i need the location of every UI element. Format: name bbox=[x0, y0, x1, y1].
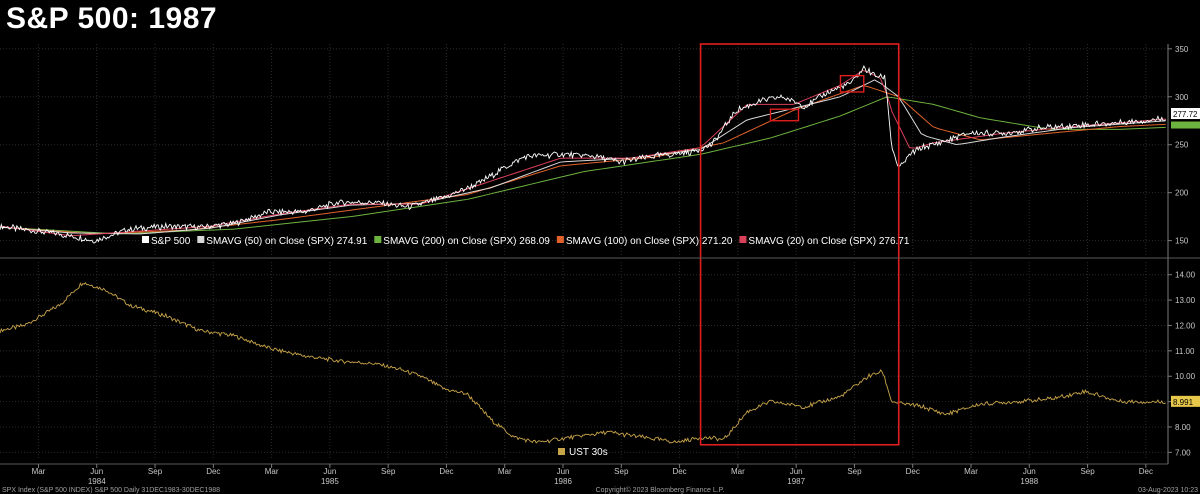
y-tick-label-lower: 14.00 bbox=[1175, 271, 1196, 280]
x-year-label: 1985 bbox=[321, 477, 339, 486]
grid-layer bbox=[0, 44, 1168, 460]
series-line-spx bbox=[0, 64, 1166, 244]
x-tick-label: Sep bbox=[614, 467, 629, 476]
x-tick-label: Sep bbox=[1080, 467, 1095, 476]
x-year-label: 1987 bbox=[787, 477, 805, 486]
legend-label-0: S&P 500 bbox=[151, 236, 191, 247]
series-line-sma100 bbox=[1, 85, 1166, 235]
x-tick-label: Dec bbox=[206, 467, 220, 476]
x-tick-label: Jun bbox=[1023, 467, 1036, 476]
last-value-spx-bg bbox=[1171, 108, 1200, 120]
x-tick-label: Jun bbox=[90, 467, 103, 476]
y-tick-label-lower: 10.00 bbox=[1175, 372, 1196, 381]
footer-left: SPX Index (S&P 500 INDEX) S&P 500 Daily … bbox=[2, 487, 220, 494]
legend-label-2: SMAVG (200) on Close (SPX) 268.09 bbox=[383, 236, 550, 247]
highlight-box-2 bbox=[839, 74, 865, 93]
x-tick-label: Mar bbox=[964, 467, 978, 476]
chart-title: S&P 500: 1987 bbox=[6, 2, 218, 35]
y-tick-label-upper: 250 bbox=[1175, 141, 1189, 150]
last-value-sma200-marker bbox=[1171, 121, 1200, 129]
x-tick-label: Dec bbox=[906, 467, 920, 476]
legend-label-3: SMAVG (100) on Close (SPX) 271.20 bbox=[566, 236, 733, 247]
footer-right: 03-Aug-2023 10:23 bbox=[1138, 487, 1198, 494]
highlight-box-0 bbox=[699, 43, 900, 446]
legend-label-1: SMAVG (50) on Close (SPX) 274.91 bbox=[206, 236, 367, 247]
x-year-label: 1986 bbox=[554, 477, 572, 486]
highlight-layer bbox=[699, 43, 900, 446]
footer-layer: SPX Index (S&P 500 INDEX) S&P 500 Daily … bbox=[2, 486, 1198, 494]
last-value-ust30-bg bbox=[1171, 395, 1200, 407]
x-year-label: 1984 bbox=[88, 477, 106, 486]
legend-label-4: SMAVG (20) on Close (SPX) 276.71 bbox=[748, 236, 909, 247]
x-tick-label: Sep bbox=[847, 467, 862, 476]
series-line-sma200 bbox=[1, 96, 1166, 235]
x-tick-label: Jun bbox=[790, 467, 803, 476]
y-tick-label-upper: 350 bbox=[1175, 45, 1189, 54]
x-tick-label: Jun bbox=[323, 467, 336, 476]
footer-center: Copyright© 2023 Bloomberg Finance L.P. bbox=[596, 486, 725, 494]
x-tick-label: Jun bbox=[557, 467, 570, 476]
legend-swatch-1 bbox=[197, 236, 205, 243]
series-line-sma50 bbox=[1, 79, 1166, 235]
series-line-ust30 bbox=[0, 282, 1166, 444]
x-year-label: 1988 bbox=[1020, 477, 1038, 486]
last-value-ust30: 8.991 bbox=[1173, 398, 1194, 407]
y-tick-label-lower: 7.00 bbox=[1175, 448, 1191, 457]
x-tick-label: Sep bbox=[148, 467, 163, 476]
y-tick-label-lower: 8.00 bbox=[1175, 423, 1191, 432]
legend-lower-label-0: UST 30s bbox=[569, 447, 608, 458]
legend-swatch-4 bbox=[739, 236, 747, 243]
x-tick-label: Mar bbox=[731, 467, 745, 476]
x-tick-label: Sep bbox=[381, 467, 396, 476]
series-line-sma20 bbox=[1, 69, 1166, 237]
x-tick-label: Mar bbox=[32, 467, 46, 476]
series-layer bbox=[0, 64, 1166, 444]
x-tick-label: Dec bbox=[672, 467, 686, 476]
y-tick-label-upper: 150 bbox=[1175, 237, 1189, 246]
legend-layer: S&P 500 SMAVG (50) on Close (SPX) 274.91 S… bbox=[142, 236, 910, 458]
y-tick-label-upper: 300 bbox=[1175, 93, 1189, 102]
legend-lower-swatch-0 bbox=[558, 448, 565, 455]
y-tick-label-lower: 11.00 bbox=[1175, 347, 1195, 356]
legend-swatch-2 bbox=[374, 236, 382, 243]
last-value-spx: 277.72 bbox=[1173, 110, 1198, 119]
x-tick-label: Dec bbox=[439, 467, 453, 476]
y-tick-label-upper: 200 bbox=[1175, 189, 1189, 198]
legend-swatch-0 bbox=[142, 236, 149, 243]
y-tick-label-lower: 12.00 bbox=[1175, 321, 1196, 330]
highlight-box-1 bbox=[769, 108, 800, 122]
x-tick-label: Mar bbox=[498, 467, 512, 476]
x-tick-label: Mar bbox=[265, 467, 279, 476]
x-tick-label: Dec bbox=[1139, 467, 1153, 476]
y-tick-label-lower: 13.00 bbox=[1175, 296, 1196, 305]
axis-layer: Mar Jun Sep Dec Mar Jun Sep Dec Mar Jun Sep Dec Mar J… bbox=[0, 44, 1200, 486]
legend-swatch-3 bbox=[556, 236, 564, 243]
